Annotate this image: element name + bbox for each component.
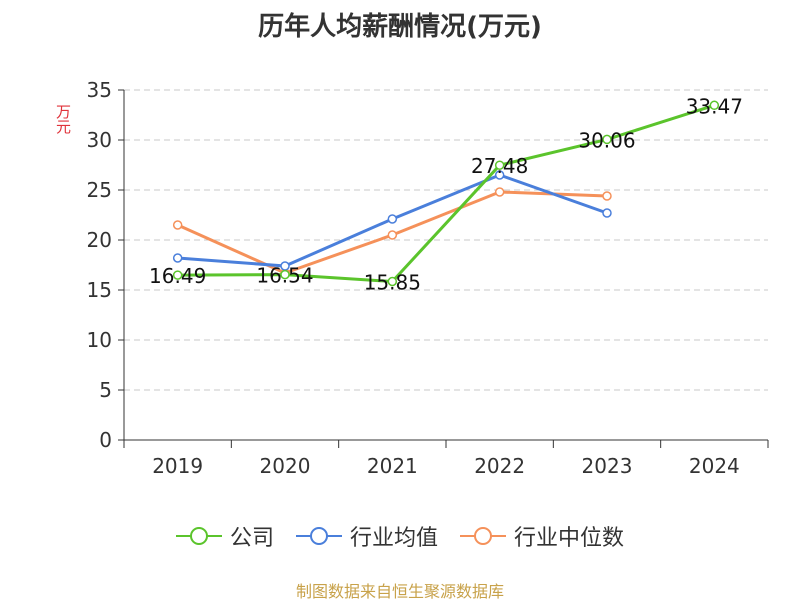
legend-item-company[interactable]: 公司 [175, 520, 274, 552]
data-label: 15.85 [364, 271, 421, 295]
data-point [172, 270, 183, 280]
y-axis-label: 万元 [54, 104, 72, 134]
legend-marker-industry-average [295, 527, 342, 545]
legend-item-industry-average[interactable]: 行业均值 [295, 520, 438, 552]
data-label: 16.54 [256, 264, 313, 288]
x-tick-label: 2020 [260, 454, 311, 478]
data-point [494, 170, 505, 180]
data-point [602, 134, 612, 145]
data-point [602, 208, 612, 218]
y-tick-label: 20 [87, 228, 112, 252]
chart-legend: 公司 行业均值 行业中位数 [0, 520, 800, 552]
y-tick-label: 15 [87, 278, 112, 302]
legend-label-industry-average: 行业均值 [349, 526, 438, 551]
y-tick-label: 25 [87, 178, 112, 202]
data-point [280, 269, 290, 280]
data-point [494, 160, 505, 170]
data-point [172, 253, 183, 263]
data-label: 16.49 [149, 264, 206, 288]
data-point [602, 191, 612, 201]
data-point [494, 187, 505, 197]
data-point [387, 214, 398, 224]
legend-item-industry-median[interactable]: 行业中位数 [460, 520, 624, 552]
x-tick-label: 2021 [367, 454, 418, 478]
chart-title: 历年人均薪酬情况(万元) [258, 12, 542, 42]
legend-marker-company [175, 527, 222, 545]
data-label: 27.48 [471, 154, 528, 178]
data-point [709, 100, 720, 111]
x-tick-label: 2019 [152, 454, 203, 478]
x-tick-label: 2022 [474, 454, 525, 478]
data-label: 30.06 [578, 128, 635, 152]
x-tick-label: 2024 [689, 454, 740, 478]
data-point [387, 276, 398, 287]
legend-marker-industry-median [460, 527, 506, 545]
series-line-0 [177, 103, 715, 283]
x-tick-label: 2023 [582, 454, 633, 478]
data-point [387, 230, 398, 240]
y-tick-label: 35 [87, 78, 112, 102]
legend-label-industry-median: 行业中位数 [514, 526, 625, 551]
y-tick-label: 5 [99, 378, 112, 402]
source-note: 制图数据来自恒生聚源数据库 [295, 582, 504, 601]
y-tick-label: 30 [87, 128, 112, 152]
y-tick-label: 10 [87, 328, 112, 352]
data-point [172, 220, 183, 230]
data-label: 33.47 [686, 94, 743, 118]
legend-label-company: 公司 [229, 526, 274, 551]
y-tick-label: 0 [99, 428, 112, 452]
